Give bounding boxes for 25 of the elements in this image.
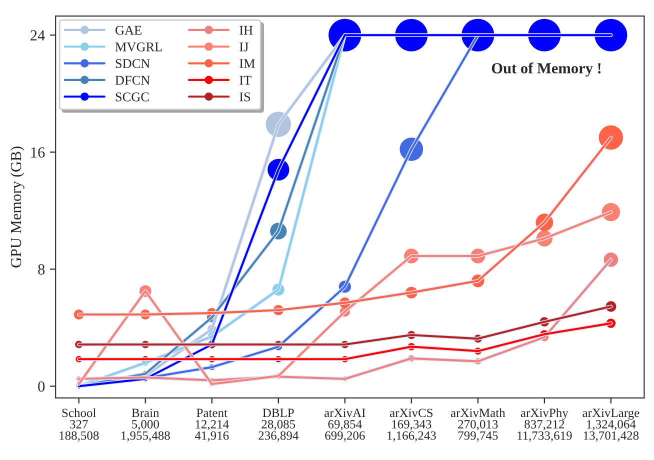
x-tick-label: Brain 5,000 1,955,488 (121, 408, 170, 442)
x-tick-label: arXivCS 169,343 1,166,243 (388, 408, 436, 442)
legend-label: IT (240, 76, 252, 85)
legend-label: SCGC (116, 92, 149, 102)
y-tick-label: 0 (38, 381, 45, 392)
x-tick-label: arXivMath 270,013 799,745 (450, 408, 506, 442)
legend-label: MVGRL (115, 42, 162, 52)
y-tick-label: 8 (38, 264, 45, 275)
legend-label: IM (240, 59, 255, 68)
legend-label: IJ (240, 42, 248, 52)
legend-label: SDCN (116, 59, 150, 68)
y-axis-title: GPU Memory (GB) (10, 146, 24, 268)
x-tick-label: Patent 12,214 41,916 (194, 408, 229, 442)
y-tick-label: 24 (30, 30, 45, 40)
x-tick-label: arXivPhy 837,212 11,733,619 (518, 408, 572, 442)
legend-label: IS (240, 92, 250, 102)
y-tick-label: 16 (31, 147, 45, 158)
legend-label: GAE (116, 26, 142, 35)
x-tick-label: arXivLarge 1,324,064 13,701,428 (582, 408, 640, 442)
legend-label: DFCN (115, 76, 150, 85)
x-tick-label: arXivAI 69,854 699,206 (324, 408, 366, 442)
x-tick-label: School 327 188,508 (60, 408, 99, 442)
x-tick-label: DBLP 28,085 236,894 (258, 408, 299, 442)
legend-label: IH (240, 26, 253, 35)
annotation: Out of Memory ! (492, 62, 601, 77)
